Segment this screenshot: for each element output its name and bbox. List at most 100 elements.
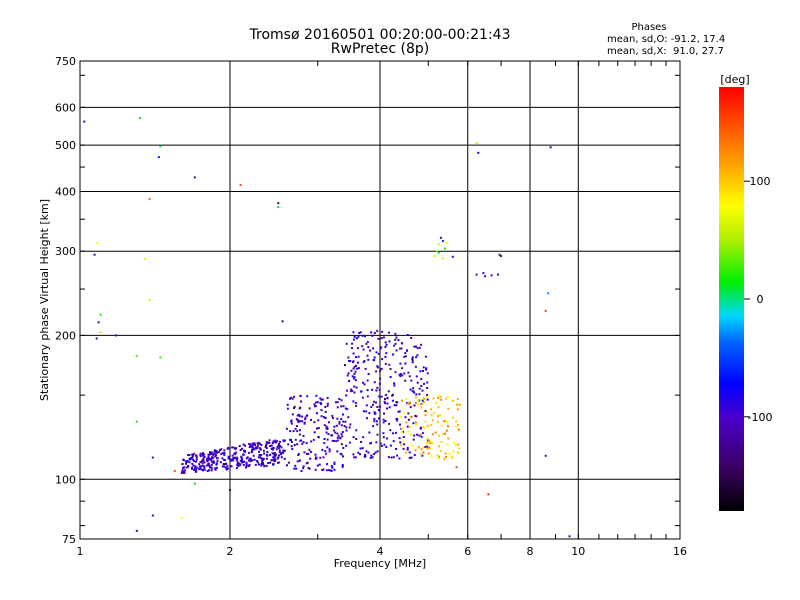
cluster-point bbox=[338, 420, 341, 423]
cluster-point bbox=[326, 404, 329, 407]
cluster-point bbox=[320, 402, 323, 405]
cluster-point bbox=[185, 462, 187, 465]
cluster-point bbox=[326, 446, 329, 449]
cluster-point bbox=[373, 381, 376, 384]
y-axis-label: Stationary phase Virtual Height [km] bbox=[38, 199, 51, 401]
cluster-point bbox=[386, 402, 389, 405]
cluster-point bbox=[275, 453, 277, 456]
cluster-point bbox=[420, 448, 423, 451]
cluster-point bbox=[452, 416, 455, 419]
cluster-point bbox=[297, 421, 300, 423]
cluster-point bbox=[201, 453, 204, 456]
cluster-point bbox=[200, 468, 203, 471]
cluster-point bbox=[333, 468, 336, 471]
cluster-point bbox=[382, 421, 385, 424]
cluster-point bbox=[371, 388, 374, 391]
cluster-point bbox=[191, 453, 194, 456]
cluster-point bbox=[373, 356, 376, 359]
cluster-point bbox=[210, 463, 213, 466]
scatter-point bbox=[83, 120, 86, 123]
cluster-point bbox=[377, 352, 380, 355]
cluster-point bbox=[402, 440, 405, 443]
cluster-point bbox=[265, 465, 268, 468]
cluster-point bbox=[259, 443, 262, 445]
scatter-point bbox=[441, 257, 444, 260]
cluster-point bbox=[390, 456, 393, 459]
cluster-point bbox=[336, 450, 339, 453]
cluster-point bbox=[366, 354, 369, 357]
cluster-point bbox=[295, 418, 298, 421]
cluster-point bbox=[326, 397, 329, 399]
cluster-point bbox=[325, 427, 328, 430]
cluster-point bbox=[365, 342, 368, 345]
cluster-point bbox=[373, 453, 376, 455]
cluster-point bbox=[305, 414, 308, 417]
cluster-point bbox=[424, 355, 427, 358]
cluster-point bbox=[345, 389, 348, 392]
cluster-point bbox=[365, 410, 368, 413]
cluster-point bbox=[293, 444, 296, 447]
cluster-point bbox=[209, 457, 212, 460]
cluster-point bbox=[214, 449, 217, 452]
cluster-point bbox=[444, 452, 447, 455]
y-tick-label: 300 bbox=[55, 245, 76, 258]
cluster-point bbox=[454, 444, 457, 447]
cluster-point bbox=[384, 362, 387, 365]
cluster-point bbox=[384, 420, 387, 422]
cluster-point bbox=[236, 461, 239, 464]
cluster-point bbox=[275, 448, 278, 451]
cluster-point bbox=[227, 457, 230, 460]
cluster-point bbox=[404, 352, 407, 355]
cluster-point bbox=[411, 357, 414, 360]
cluster-point bbox=[203, 466, 206, 469]
cluster-point bbox=[270, 459, 273, 461]
cluster-point bbox=[367, 358, 370, 361]
cluster-point bbox=[341, 431, 344, 433]
cluster-point bbox=[431, 433, 434, 436]
cluster-point bbox=[360, 441, 363, 443]
cluster-point bbox=[256, 461, 259, 464]
cluster-point bbox=[340, 453, 343, 456]
cluster-point bbox=[366, 340, 369, 343]
cluster-point bbox=[398, 373, 401, 376]
cluster-point bbox=[395, 336, 398, 339]
cluster-point bbox=[244, 444, 247, 447]
cluster-point bbox=[341, 465, 344, 468]
cluster-point bbox=[248, 457, 251, 460]
cluster-point bbox=[303, 422, 306, 425]
cluster-point bbox=[340, 405, 343, 408]
cluster-point bbox=[328, 421, 330, 424]
colorbar-tick-label: -100 bbox=[748, 411, 773, 424]
cluster-point bbox=[364, 453, 366, 456]
cluster-point bbox=[205, 464, 208, 467]
cluster-point bbox=[401, 374, 404, 377]
cluster-point bbox=[231, 454, 234, 457]
cluster-point bbox=[348, 380, 351, 382]
cluster-point bbox=[360, 390, 363, 393]
scatter-point bbox=[441, 240, 444, 243]
cluster-point bbox=[345, 394, 348, 397]
cluster-point bbox=[362, 410, 365, 413]
cluster-point bbox=[264, 446, 267, 448]
cluster-point bbox=[414, 449, 417, 452]
cluster-point bbox=[457, 443, 460, 446]
cluster-point bbox=[379, 369, 382, 372]
cluster-point bbox=[399, 443, 402, 446]
cluster-point bbox=[336, 401, 339, 404]
cluster-point bbox=[412, 390, 415, 393]
cluster-point bbox=[384, 346, 387, 348]
cluster-point bbox=[215, 462, 218, 465]
cluster-point bbox=[434, 431, 437, 434]
cluster-point bbox=[272, 456, 275, 459]
cluster-point bbox=[422, 366, 425, 369]
cluster-point bbox=[186, 460, 189, 462]
cluster-point bbox=[413, 391, 416, 394]
cluster-point bbox=[215, 466, 218, 469]
cluster-point bbox=[406, 446, 409, 449]
cluster-point bbox=[457, 424, 460, 426]
cluster-point bbox=[223, 465, 226, 468]
cluster-point bbox=[370, 454, 373, 457]
cluster-point bbox=[424, 445, 427, 448]
